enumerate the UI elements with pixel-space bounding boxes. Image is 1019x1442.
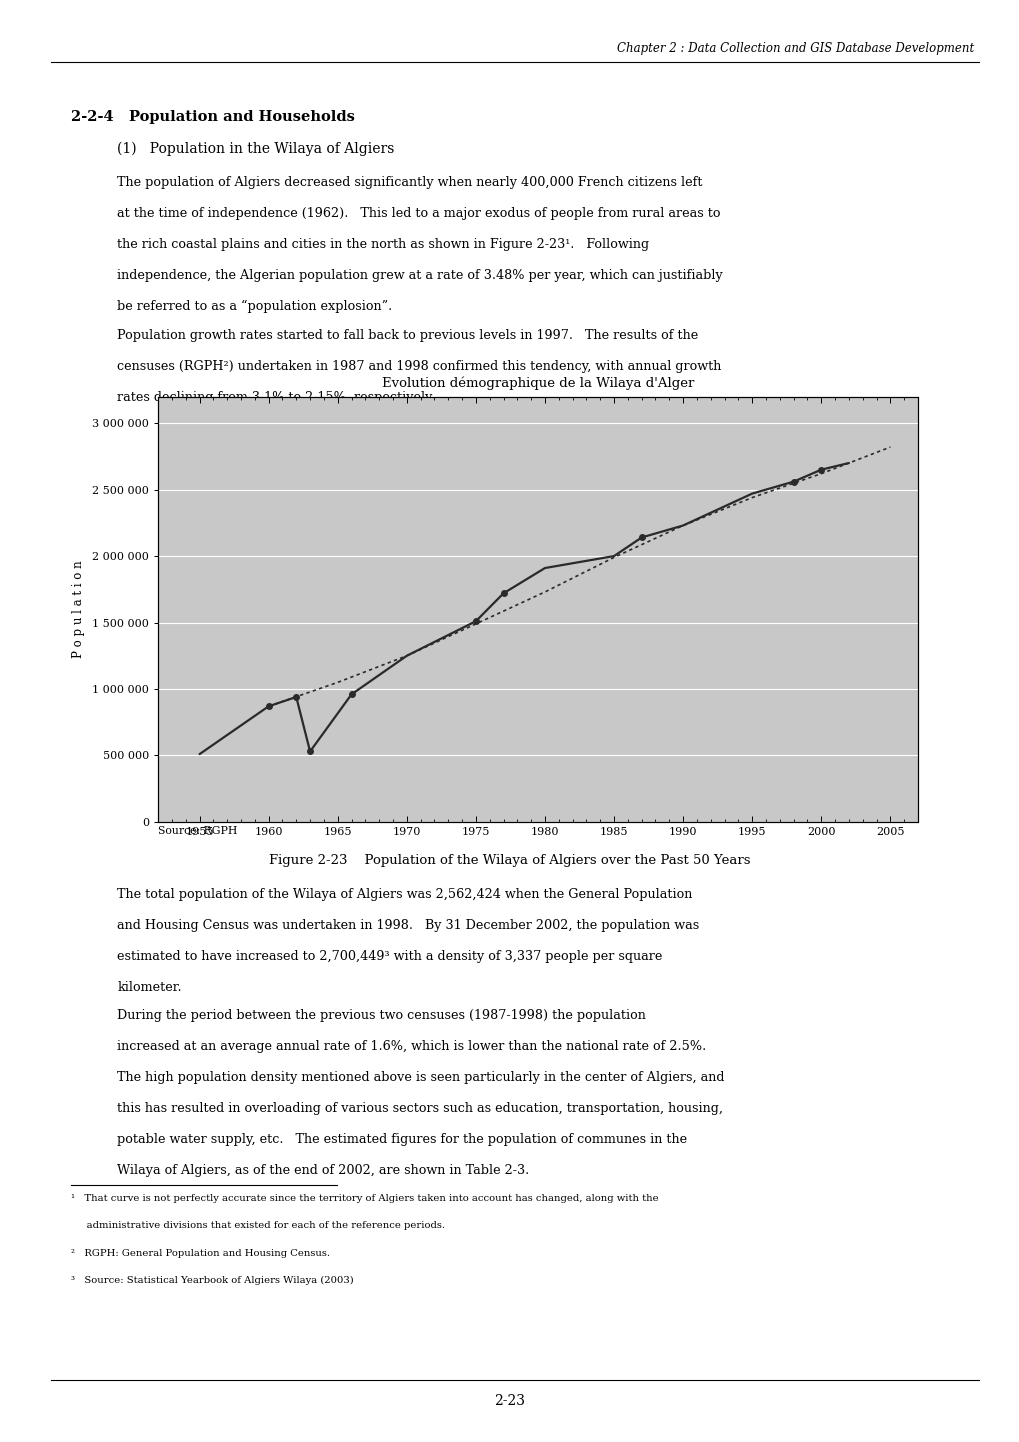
Text: 2-23: 2-23 — [494, 1394, 525, 1409]
Text: Wilaya of Algiers, as of the end of 2002, are shown in Table 2-3.: Wilaya of Algiers, as of the end of 2002… — [117, 1165, 529, 1178]
Text: the rich coastal plains and cities in the north as shown in Figure 2-23¹.   Foll: the rich coastal plains and cities in th… — [117, 238, 649, 251]
Text: and Housing Census was undertaken in 1998.   By 31 December 2002, the population: and Housing Census was undertaken in 199… — [117, 920, 699, 933]
Text: Chapter 2 : Data Collection and GIS Database Development: Chapter 2 : Data Collection and GIS Data… — [616, 42, 973, 55]
Text: Population growth rates started to fall back to previous levels in 1997.   The r: Population growth rates started to fall … — [117, 329, 698, 342]
Text: During the period between the previous two censuses (1987-1998) the population: During the period between the previous t… — [117, 1009, 646, 1022]
Text: rates declining from 3.1% to 2.15%, respectively.: rates declining from 3.1% to 2.15%, resp… — [117, 391, 435, 404]
Text: at the time of independence (1962).   This led to a major exodus of people from : at the time of independence (1962). This… — [117, 206, 720, 221]
Text: (1)   Population in the Wilaya of Algiers: (1) Population in the Wilaya of Algiers — [117, 141, 394, 156]
Text: be referred to as a “population explosion”.: be referred to as a “population explosio… — [117, 300, 392, 313]
Text: increased at an average annual rate of 1.6%, which is lower than the national ra: increased at an average annual rate of 1… — [117, 1041, 706, 1054]
Text: The high population density mentioned above is seen particularly in the center o: The high population density mentioned ab… — [117, 1071, 725, 1084]
Text: The population of Algiers decreased significantly when nearly 400,000 French cit: The population of Algiers decreased sign… — [117, 176, 702, 189]
Title: Evolution démographique de la Wilaya d'Alger: Evolution démographique de la Wilaya d'A… — [381, 376, 694, 389]
Text: Source: RGPH: Source: RGPH — [158, 826, 237, 836]
Text: independence, the Algerian population grew at a rate of 3.48% per year, which ca: independence, the Algerian population gr… — [117, 268, 722, 283]
Text: this has resulted in overloading of various sectors such as education, transport: this has resulted in overloading of vari… — [117, 1102, 722, 1116]
Text: estimated to have increased to 2,700,449³ with a density of 3,337 people per squ: estimated to have increased to 2,700,449… — [117, 950, 662, 963]
Text: censuses (RGPH²) undertaken in 1987 and 1998 confirmed this tendency, with annua: censuses (RGPH²) undertaken in 1987 and … — [117, 359, 721, 373]
Text: ³   Source: Statistical Yearbook of Algiers Wilaya (2003): ³ Source: Statistical Yearbook of Algier… — [71, 1276, 354, 1285]
Text: kilometer.: kilometer. — [117, 981, 181, 995]
Text: 2-2-4   Population and Households: 2-2-4 Population and Households — [71, 110, 355, 124]
Text: Figure 2-23    Population of the Wilaya of Algiers over the Past 50 Years: Figure 2-23 Population of the Wilaya of … — [269, 854, 750, 867]
Text: ¹   That curve is not perfectly accurate since the territory of Algiers taken in: ¹ That curve is not perfectly accurate s… — [71, 1194, 658, 1203]
Text: administrative divisions that existed for each of the reference periods.: administrative divisions that existed fo… — [71, 1221, 445, 1230]
Text: potable water supply, etc.   The estimated figures for the population of commune: potable water supply, etc. The estimated… — [117, 1133, 687, 1146]
Y-axis label: P o p u l a t i o n: P o p u l a t i o n — [72, 561, 86, 658]
Text: ²   RGPH: General Population and Housing Census.: ² RGPH: General Population and Housing C… — [71, 1249, 330, 1257]
Text: The total population of the Wilaya of Algiers was 2,562,424 when the General Pop: The total population of the Wilaya of Al… — [117, 888, 692, 901]
